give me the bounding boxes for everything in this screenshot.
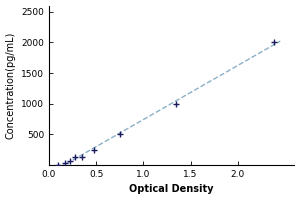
X-axis label: Optical Density: Optical Density xyxy=(130,184,214,194)
Y-axis label: Concentration(pg/mL): Concentration(pg/mL) xyxy=(6,32,16,139)
